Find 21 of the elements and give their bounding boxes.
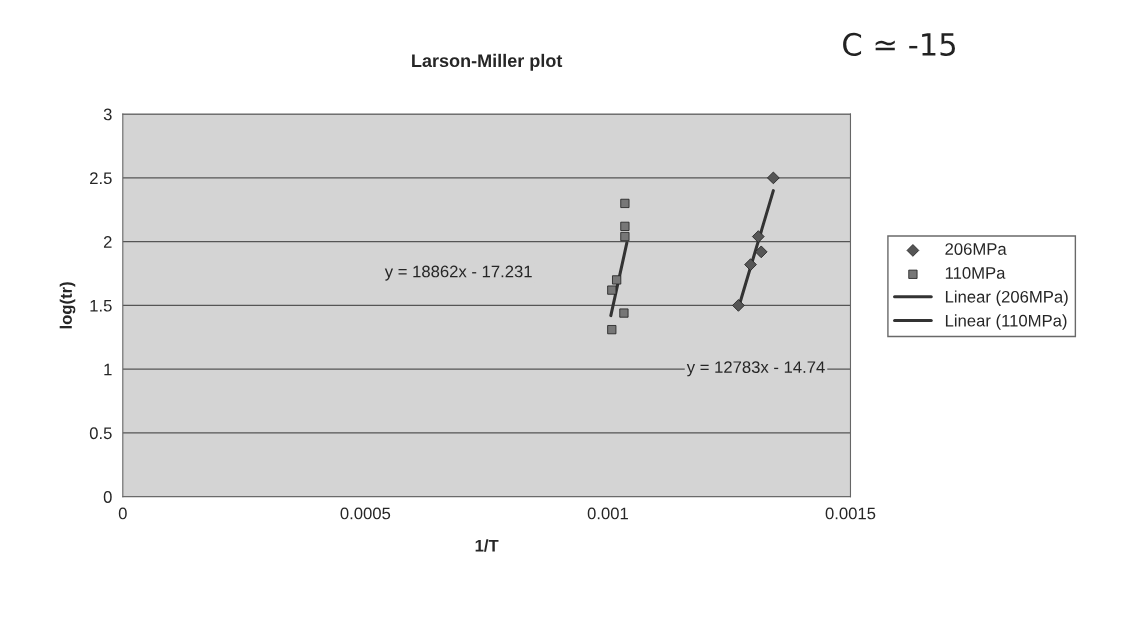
y-tick-label: 2 <box>103 236 112 248</box>
x-axis-title: 1/T <box>475 539 499 552</box>
y-axis-title: log(tr) <box>59 282 76 329</box>
x-tick-label: 0.0015 <box>825 507 876 520</box>
legend-label: Linear (110MPa) <box>945 314 1067 330</box>
y-tick-label: 0 <box>103 491 112 503</box>
text: C ≃ -15 <box>843 32 955 56</box>
y-tick-label: 0.5 <box>89 427 112 440</box>
y-tick-label: 1.5 <box>90 299 112 312</box>
annotation: y = 12783x - 14.74 <box>686 361 825 377</box>
x-tick-label: 0.001 <box>587 507 628 520</box>
legend-label: 206MPa <box>945 243 1007 255</box>
x-tick-label: 0.0005 <box>340 507 391 520</box>
x-tick-label: 0 <box>118 507 127 520</box>
chart-title: Larson-Miller plot <box>412 53 563 71</box>
legend-label: 110MPa <box>945 267 1006 279</box>
legend-label: Linear (206MPa) <box>945 290 1068 306</box>
y-tick-label: 3 <box>103 108 112 121</box>
y-tick-label: 1 <box>104 363 112 376</box>
annotation: y = 18862x - 17.231 <box>384 265 532 281</box>
y-tick-label: 2.5 <box>90 172 112 185</box>
